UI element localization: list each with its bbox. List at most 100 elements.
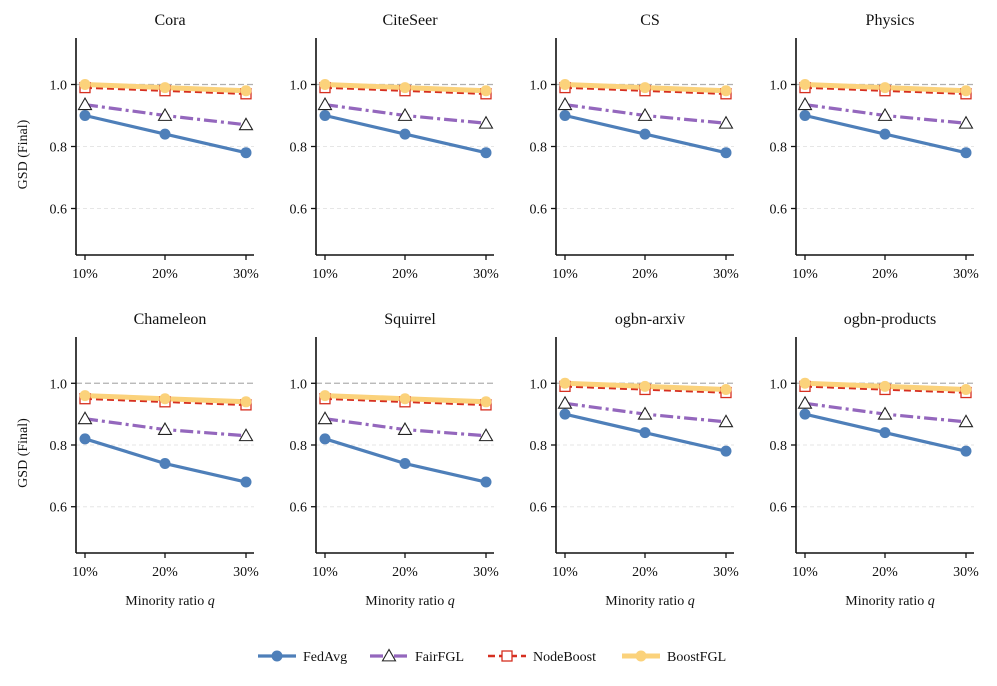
- point-fedavg: [879, 128, 891, 140]
- point-fedavg: [240, 476, 252, 488]
- point-fairfgl: [397, 107, 413, 121]
- legend-marker: [271, 650, 283, 662]
- x-tick-label: 30%: [233, 267, 259, 282]
- point-boostfgl: [319, 79, 331, 90]
- x-tick-label: 10%: [552, 267, 578, 282]
- point-boostfgl: [559, 377, 571, 389]
- x-axis-label: Minority ratio q: [845, 594, 934, 609]
- point-boostfgl: [799, 79, 811, 90]
- point-boostfgl: [79, 390, 91, 402]
- panel-chameleon: 0.6 0.8 1.0 10% 20% 30% Chameleon GSD (Final) Mi…: [16, 311, 259, 609]
- point-fedavg: [159, 458, 171, 470]
- point-fairfgl: [317, 97, 333, 111]
- point-fairfgl: [718, 414, 734, 428]
- panel-title: Squirrel: [384, 311, 436, 328]
- legend-item-nodeboost: NodeBoost: [488, 650, 596, 665]
- x-tick-label: 30%: [713, 565, 739, 580]
- x-tick-label: 30%: [953, 565, 979, 580]
- point-fedavg: [399, 458, 411, 470]
- y-tick-label: 0.6: [770, 203, 788, 218]
- x-tick-label: 20%: [392, 267, 418, 282]
- point-fairfgl: [238, 428, 254, 442]
- y-axis-label: GSD (Final): [16, 119, 31, 189]
- point-fedavg: [879, 427, 891, 439]
- point-boostfgl: [240, 85, 252, 97]
- point-fairfgl: [157, 107, 173, 121]
- y-tick-label: 0.6: [770, 501, 788, 516]
- point-fedavg: [799, 110, 811, 121]
- x-tick-label: 20%: [632, 565, 658, 580]
- panel-cora: 0.6 0.8 1.0 10% 20% 30% Cora GSD (Final): [16, 12, 259, 282]
- panel-title: Physics: [866, 12, 915, 29]
- panel-cs: 0.6 0.8 1.0 10% 20% 30% CS: [530, 12, 740, 282]
- panel-title: CiteSeer: [382, 12, 438, 29]
- point-fedavg: [720, 445, 732, 457]
- x-tick-label: 10%: [312, 565, 338, 580]
- point-fedavg: [799, 408, 811, 420]
- legend-marker: [381, 648, 397, 662]
- point-fairfgl: [557, 97, 573, 111]
- point-boostfgl: [879, 380, 891, 392]
- point-fedavg: [399, 128, 411, 140]
- x-tick-label: 20%: [392, 565, 418, 580]
- x-axis-label: Minority ratio q: [605, 594, 694, 609]
- legend-marker: [635, 650, 647, 662]
- x-tick-label: 30%: [473, 565, 499, 580]
- x-tick-label: 30%: [233, 565, 259, 580]
- point-fedavg: [480, 476, 492, 488]
- point-fairfgl: [718, 115, 734, 129]
- point-boostfgl: [480, 85, 492, 97]
- point-boostfgl: [799, 377, 811, 389]
- legend: FedAvg FairFGL NodeBoost BoostFGL: [258, 648, 726, 665]
- x-tick-label: 10%: [312, 267, 338, 282]
- point-fairfgl: [478, 115, 494, 129]
- panel-squirrel: 0.6 0.8 1.0 10% 20% 30% Squirrel Minority ratio…: [290, 311, 500, 609]
- point-fedavg: [639, 128, 651, 140]
- point-fairfgl: [317, 411, 333, 425]
- point-boostfgl: [960, 383, 972, 395]
- point-boostfgl: [319, 390, 331, 402]
- y-tick-label: 0.8: [290, 439, 308, 454]
- x-tick-label: 20%: [872, 565, 898, 580]
- y-tick-label: 0.8: [770, 439, 788, 454]
- y-tick-label: 0.6: [290, 203, 308, 218]
- point-fedavg: [559, 110, 571, 121]
- y-tick-label: 0.6: [50, 203, 68, 218]
- y-tick-label: 0.6: [290, 501, 308, 516]
- y-tick-label: 0.8: [530, 141, 548, 156]
- point-fedavg: [240, 147, 252, 159]
- point-fairfgl: [478, 428, 494, 442]
- x-tick-label: 30%: [473, 267, 499, 282]
- x-tick-label: 20%: [872, 267, 898, 282]
- point-fedavg: [159, 128, 171, 140]
- point-fedavg: [960, 147, 972, 159]
- x-tick-label: 10%: [72, 565, 98, 580]
- y-tick-label: 1.0: [290, 377, 308, 392]
- point-fairfgl: [797, 395, 813, 409]
- legend-item-fairfgl: FairFGL: [370, 648, 464, 665]
- legend-label: NodeBoost: [533, 650, 596, 665]
- point-fedavg: [319, 110, 331, 121]
- point-boostfgl: [559, 79, 571, 90]
- point-boostfgl: [720, 383, 732, 395]
- x-tick-label: 10%: [552, 565, 578, 580]
- point-fedavg: [559, 408, 571, 420]
- panel-title: ogbn-arxiv: [615, 311, 685, 328]
- legend-item-fedavg: FedAvg: [258, 650, 347, 665]
- x-tick-label: 20%: [152, 565, 178, 580]
- point-boostfgl: [960, 85, 972, 97]
- panel-title: Chameleon: [134, 311, 207, 328]
- point-boostfgl: [159, 393, 171, 405]
- panel-title: CS: [640, 12, 660, 29]
- point-fedavg: [79, 433, 91, 445]
- point-boostfgl: [639, 380, 651, 392]
- y-tick-label: 1.0: [50, 377, 68, 392]
- point-fairfgl: [397, 421, 413, 435]
- point-boostfgl: [240, 396, 252, 408]
- x-axis-label: Minority ratio q: [125, 594, 214, 609]
- panel-ogbn-arxiv: 0.6 0.8 1.0 10% 20% 30% ogbn-arxiv Minority rat…: [530, 311, 740, 609]
- panel-title: Cora: [154, 12, 185, 29]
- legend-marker: [501, 650, 513, 662]
- x-tick-label: 10%: [792, 565, 818, 580]
